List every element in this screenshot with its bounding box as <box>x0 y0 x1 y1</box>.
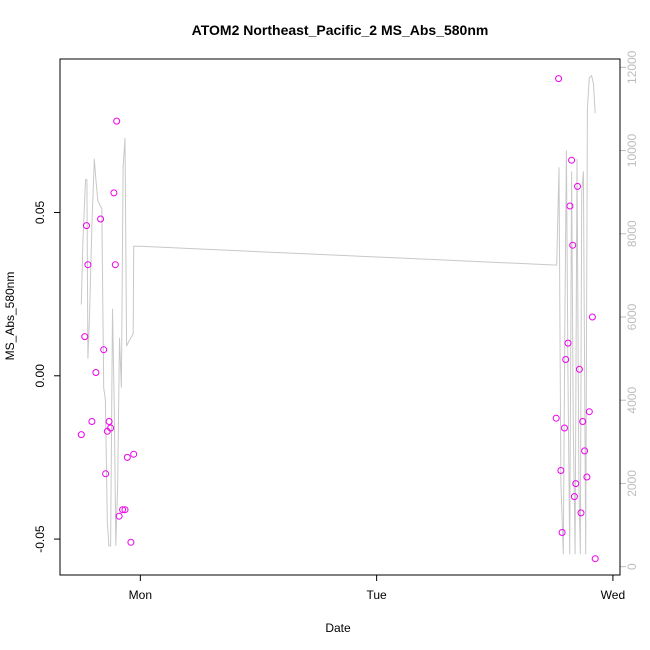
data-point-9 <box>103 427 111 435</box>
data-point-7 <box>100 346 108 354</box>
right-axis: 0 2000 4000 6000 8000 10000 12000 <box>619 50 639 570</box>
y-tick-label-2: 0.05 <box>33 200 47 224</box>
series-line <box>80 74 596 555</box>
x-axis-label: Date <box>325 621 351 635</box>
data-point-20 <box>130 450 138 458</box>
y-tick-label-1: 0.00 <box>33 364 47 388</box>
y-axis-label: MS_Abs_580nm <box>3 272 17 361</box>
data-point-31 <box>570 493 578 501</box>
right-tick-label-0: 0 <box>625 563 639 570</box>
data-point-3 <box>84 261 92 269</box>
data-point-18 <box>123 453 131 461</box>
x-tick-label-2: Wed <box>601 588 625 602</box>
data-point-15 <box>115 512 123 520</box>
data-point-40 <box>588 313 596 321</box>
x-axis: Mon Tue Wed <box>129 574 625 602</box>
data-point-4 <box>88 418 96 425</box>
right-tick-label-5: 10000 <box>625 134 639 168</box>
data-point-12 <box>110 189 118 197</box>
data-point-32 <box>572 480 580 488</box>
data-point-39 <box>585 408 593 416</box>
right-tick-label-2: 4000 <box>625 387 639 414</box>
data-point-33 <box>574 182 581 190</box>
data-point-26 <box>562 356 570 363</box>
x-tick-label-1: Tue <box>367 588 388 602</box>
data-point-1 <box>81 333 89 341</box>
data-point-37 <box>581 447 589 455</box>
x-tick-label-0: Mon <box>129 588 152 602</box>
data-point-25 <box>561 424 568 432</box>
data-point-27 <box>564 339 572 347</box>
right-tick-label-1: 2000 <box>625 470 639 497</box>
data-point-17 <box>121 506 129 514</box>
right-tick-label-3: 6000 <box>625 303 639 330</box>
chart-title: ATOM2 Northeast_Pacific_2 MS_Abs_580nm <box>192 22 489 38</box>
data-point-10 <box>105 418 113 425</box>
data-point-5 <box>92 369 100 376</box>
data-point-24 <box>558 529 566 536</box>
data-point-22 <box>555 75 563 83</box>
data-point-19 <box>127 538 135 546</box>
data-point-23 <box>557 467 565 474</box>
data-point-28 <box>566 202 574 210</box>
data-point-16 <box>119 506 127 514</box>
y-axis: -0.05 0.00 0.05 <box>33 200 61 553</box>
data-point-29 <box>568 156 576 164</box>
data-point-35 <box>577 509 585 517</box>
data-point-13 <box>111 261 119 269</box>
data-point-8 <box>102 470 110 478</box>
data-point-2 <box>83 222 90 230</box>
data-point-30 <box>569 241 577 249</box>
right-tick-label-6: 12000 <box>625 50 639 84</box>
data-point-41 <box>591 555 599 563</box>
y-tick-label-0: -0.05 <box>33 525 47 553</box>
data-point-38 <box>583 473 591 481</box>
series-line-layer <box>80 74 596 555</box>
plot-frame <box>59 58 621 576</box>
data-point-14 <box>113 117 121 125</box>
data-point-36 <box>579 418 587 425</box>
data-point-0 <box>77 431 85 439</box>
data-point-6 <box>97 215 105 223</box>
data-point-21 <box>552 414 560 422</box>
right-tick-label-4: 8000 <box>625 220 639 247</box>
data-point-34 <box>575 365 583 373</box>
data-point-11 <box>107 424 115 432</box>
series-points-layer <box>77 75 599 563</box>
